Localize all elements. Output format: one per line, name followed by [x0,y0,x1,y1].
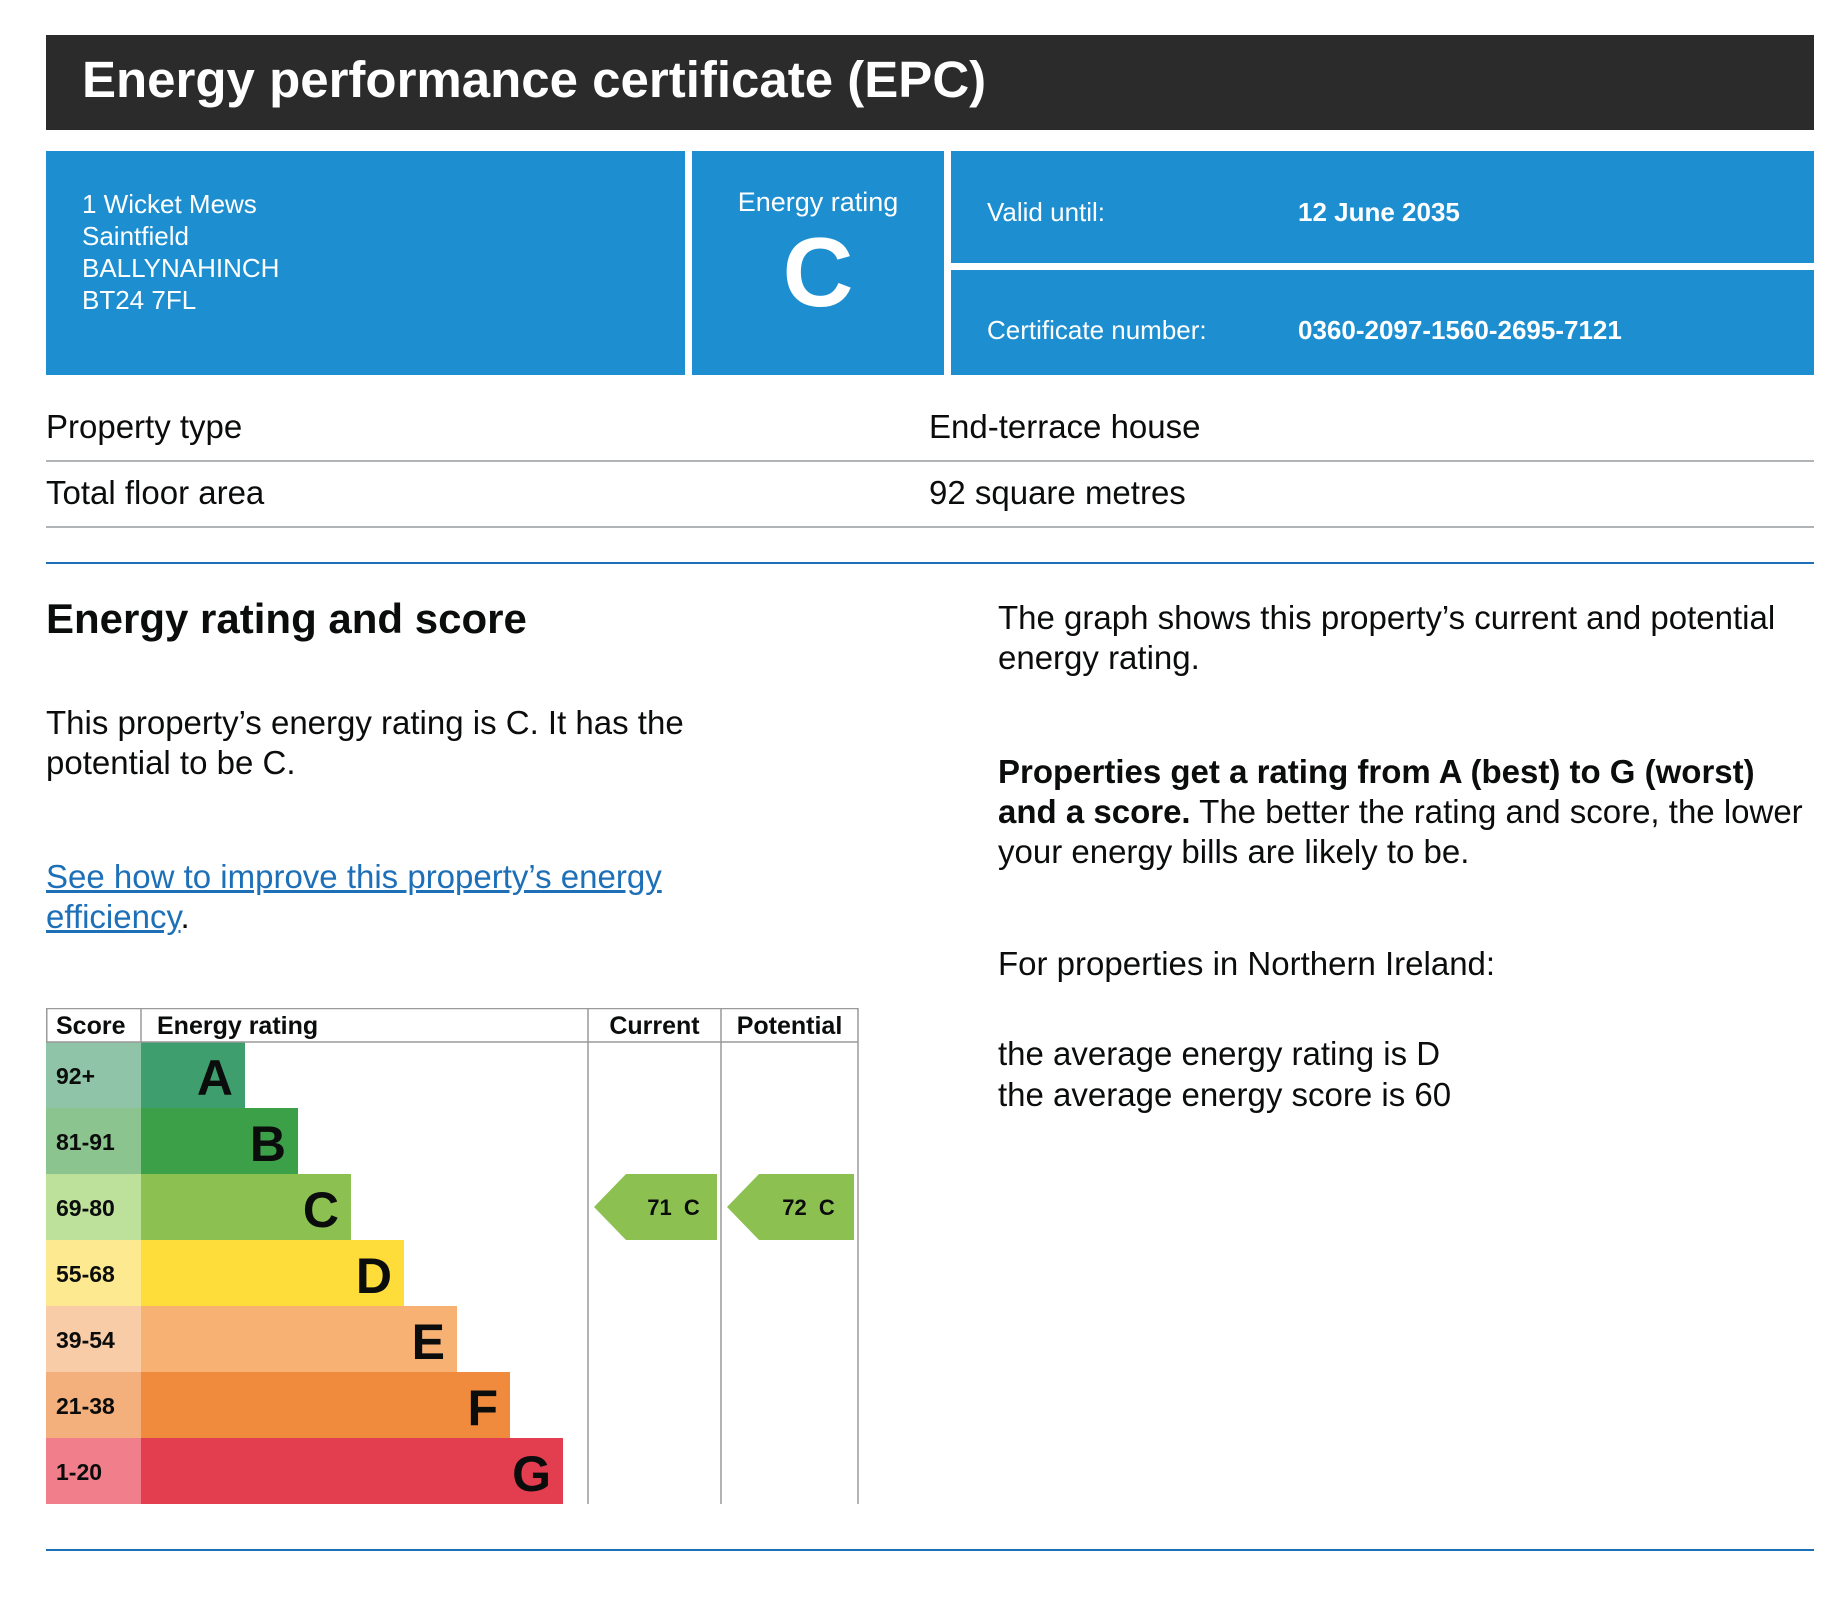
average-rating-text: the average energy rating is D [998,1035,1441,1072]
band-bar-f [141,1372,510,1438]
score-label-e: 39-54 [56,1327,115,1353]
section-divider-top [46,562,1814,564]
band-letter-a: A [197,1050,233,1106]
address-postcode: BT24 7FL [82,285,197,315]
band-letter-f: F [467,1380,498,1436]
floor-area-label: Total floor area [46,474,265,511]
score-cell-e [46,1306,141,1372]
score-label-a: 92+ [56,1063,95,1089]
address-block: 1 Wicket Mews Saintfield BALLYNAHINCH BT… [82,188,279,316]
title-bar: Energy performance certificate (EPC) [46,35,1814,130]
epc-rating-graph: Score Energy rating Current Potential 92+ A 81… [46,1008,859,1504]
band-letter-d: D [356,1248,392,1304]
potential-rating-arrow [727,1174,854,1240]
energy-rating-letter: C [782,217,854,327]
address-line-1: 1 Wicket Mews [82,189,257,219]
score-cell-g [46,1438,141,1504]
header-potential: Potential [737,1012,843,1040]
page-title: Energy performance certificate (EPC) [82,51,987,108]
band-letter-c: C [303,1182,339,1238]
score-label-b: 81-91 [56,1129,115,1155]
current-rating-arrow [594,1174,717,1240]
certificate-number-value: 0360-2097-1560-2695-7121 [1298,315,1622,345]
section-heading: Energy rating and score [46,595,527,642]
band-bar-b [141,1108,298,1174]
band-bar-a [141,1042,245,1108]
valid-until-panel: Valid until: 12 June 2035 [951,151,1814,263]
section-divider-bottom [46,1549,1814,1551]
address-line-3: BALLYNAHINCH [82,253,280,283]
header-energy-rating: Energy rating [157,1012,318,1040]
score-label-f: 21-38 [56,1393,115,1419]
average-score-text: the average energy score is 60 [998,1076,1452,1113]
score-label-g: 1-20 [56,1459,102,1485]
valid-until-value: 12 June 2035 [1298,197,1460,227]
improve-efficiency-paragraph: See how to improve this property’s energ… [46,857,766,937]
band-bar-g [141,1438,563,1504]
score-label-d: 55-68 [56,1261,115,1287]
improve-efficiency-link[interactable]: See how to improve this property’s energ… [46,858,662,935]
link-suffix: . [180,898,190,935]
energy-rating-caption: Energy rating [737,187,899,217]
header-score: Score [56,1012,126,1040]
band-letter-g: G [512,1446,551,1502]
potential-rating-arrow-label: 72 C [782,1195,835,1220]
northern-ireland-heading: For properties in Northern Ireland: [998,945,1496,982]
band-letter-e: E [412,1314,445,1370]
current-rating-arrow-label: 71 C [647,1195,700,1220]
address-line-2: Saintfield [82,221,189,251]
score-cell-a [46,1042,141,1108]
score-cell-d [46,1240,141,1306]
floor-area-row: Total floor area 92 square metres [46,462,1814,528]
rating-scale-rest: The better the rating and score, the low… [998,793,1803,870]
score-cell-b [46,1108,141,1174]
valid-until-label: Valid until: [987,197,1106,227]
band-bar-c [141,1174,351,1240]
band-bar-d [141,1240,404,1306]
band-letter-b: B [250,1116,286,1172]
property-type-label: Property type [46,408,243,445]
score-label-c: 69-80 [56,1195,115,1221]
header-current: Current [609,1012,700,1040]
score-cell-f [46,1372,141,1438]
certificate-number-label: Certificate number: [987,315,1207,345]
energy-rating-panel: Energy rating C [692,151,944,375]
property-type-row: Property type End-terrace house [46,396,1814,462]
band-bar-e [141,1306,457,1372]
score-cell-c [46,1174,141,1240]
rating-scale-bold: Properties get a rating from A (best) to… [998,753,1755,830]
rating-sentence: This property’s energy rating is C. It h… [46,704,684,781]
address-panel: 1 Wicket Mews Saintfield BALLYNAHINCH BT… [46,151,685,375]
property-type-value: End-terrace house [929,408,1201,445]
floor-area-value: 92 square metres [929,474,1186,511]
graph-description: The graph shows this property’s current … [998,599,1776,676]
rating-scale-description: Properties get a rating from A (best) to… [998,752,1814,872]
certificate-number-panel: Certificate number: 0360-2097-1560-2695-… [951,270,1814,375]
